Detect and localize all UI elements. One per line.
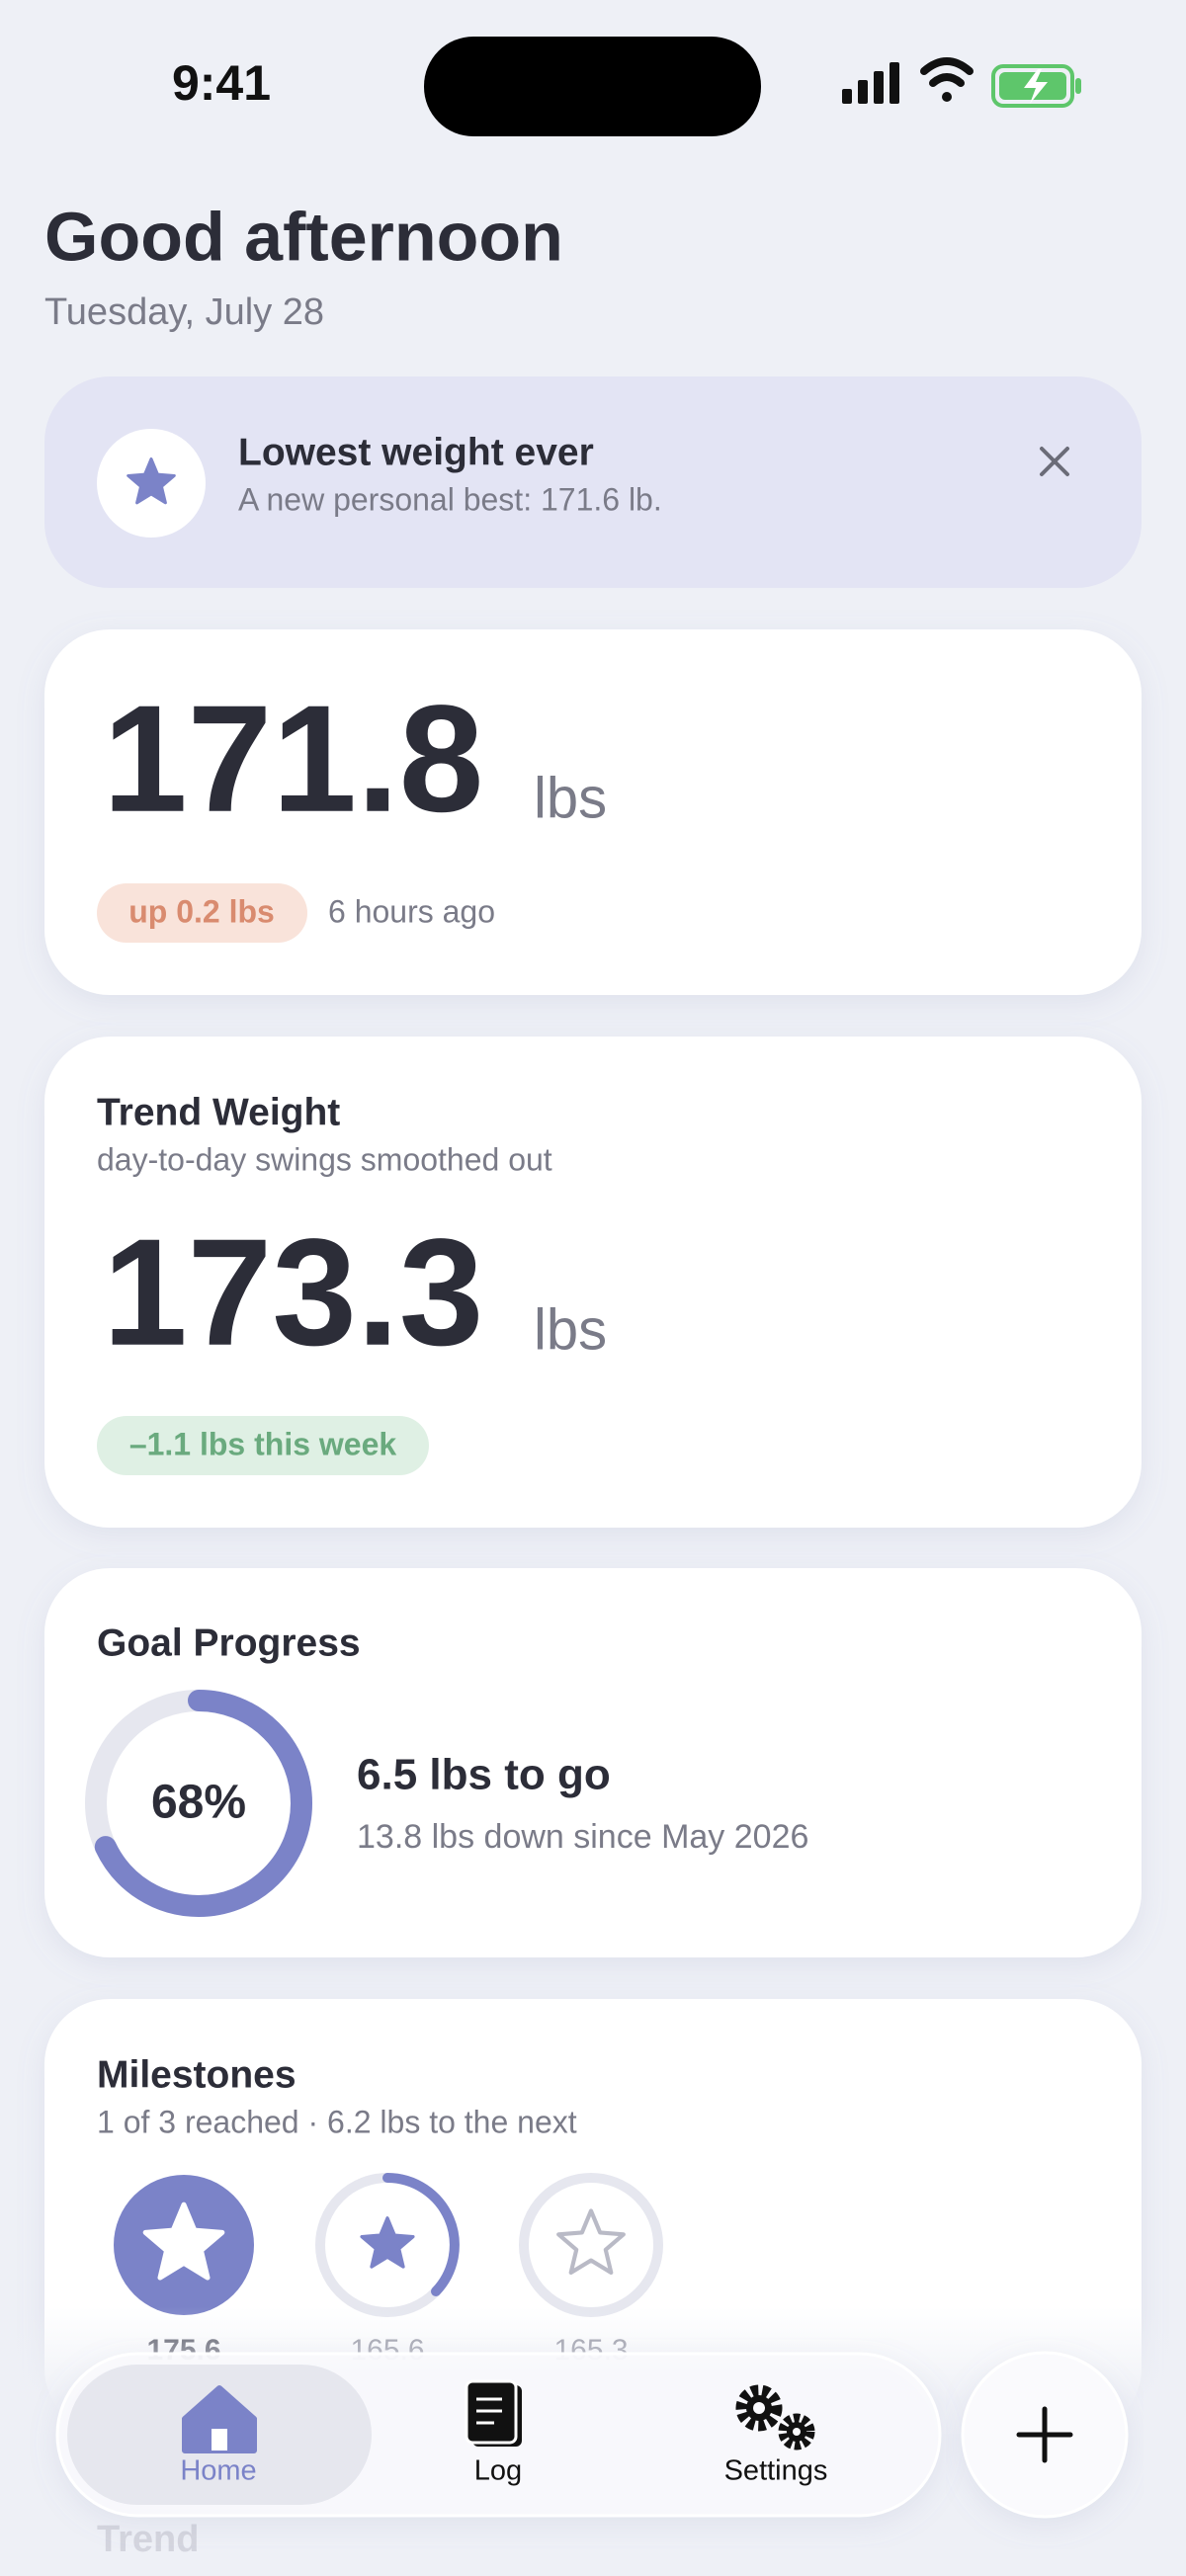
trend-pill (97, 1416, 429, 1475)
change-pill (97, 883, 307, 943)
add-button[interactable] (961, 2351, 1129, 2519)
milestone-progress (382, 2173, 460, 2296)
milestones-subtitle: 1 of 3 reached · 6.2 lbs to the next (97, 2104, 577, 2139)
trend-card (44, 1037, 1142, 1528)
banner-title: Lowest weight ever (238, 431, 594, 473)
tab-label: Home (180, 2455, 256, 2487)
battery-icon (991, 64, 1081, 108)
tab-label: Log (474, 2455, 522, 2487)
goal-since: 13.8 lbs down since May 2026 (357, 1818, 808, 1856)
goal-percent: 68% (151, 1777, 246, 1829)
date: Tuesday, July 28 (44, 291, 324, 333)
weight-unit: lbs (534, 766, 607, 830)
section-title: Trend (97, 2519, 199, 2560)
trend-value: 173.3 (103, 1207, 483, 1377)
weight-card (44, 629, 1142, 995)
signal-icon (842, 62, 899, 104)
weight-value: 171.8 (103, 674, 483, 844)
settings-tab[interactable]: Settings (724, 2384, 828, 2487)
banner-text: A new personal best: 171.6 lb. (238, 481, 662, 517)
goal-title: Goal Progress (97, 1621, 361, 1664)
dynamic-island (424, 37, 761, 136)
goal-remaining: 6.5 lbs to go (357, 1751, 611, 1799)
clock: 9:41 (172, 55, 271, 111)
goal-card (44, 1568, 1142, 1957)
tab-label: Settings (724, 2455, 828, 2487)
milestones-title: Milestones (97, 2053, 296, 2096)
trend-title: Trend Weight (97, 1091, 340, 1133)
trend-unit: lbs (534, 1297, 607, 1362)
home-tab[interactable]: Home (180, 2385, 257, 2487)
achievement-banner (44, 376, 1142, 588)
greeting: Good afternoon (44, 198, 563, 275)
log-tab[interactable]: Log (465, 2379, 522, 2487)
wifi-icon (920, 57, 974, 102)
trend-change: –1.1 lbs this week (129, 1426, 397, 1461)
change-text: up 0.2 lbs (128, 893, 275, 929)
close-button[interactable] (1040, 447, 1069, 476)
goal-ring-progress (85, 1690, 312, 1917)
time-ago: 6 hours ago (328, 893, 495, 929)
trend-subtitle: day-to-day swings smoothed out (97, 1141, 552, 1177)
